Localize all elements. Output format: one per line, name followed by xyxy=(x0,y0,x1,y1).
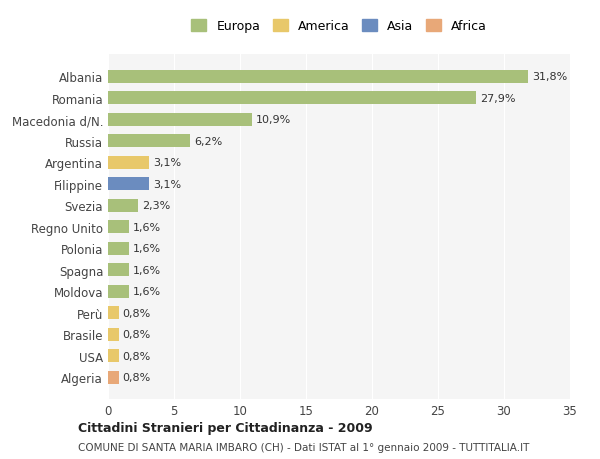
Text: 1,6%: 1,6% xyxy=(133,222,161,232)
Bar xyxy=(108,285,129,298)
Text: 31,8%: 31,8% xyxy=(532,72,567,82)
Text: 0,8%: 0,8% xyxy=(122,372,151,382)
Text: 6,2%: 6,2% xyxy=(194,136,222,146)
Bar xyxy=(108,242,129,255)
Bar xyxy=(108,349,119,362)
Bar xyxy=(108,157,149,169)
Text: COMUNE DI SANTA MARIA IMBARO (CH) - Dati ISTAT al 1° gennaio 2009 - TUTTITALIA.I: COMUNE DI SANTA MARIA IMBARO (CH) - Dati… xyxy=(78,442,529,452)
Text: 1,6%: 1,6% xyxy=(133,286,161,297)
Text: 1,6%: 1,6% xyxy=(133,265,161,275)
Bar xyxy=(108,113,252,127)
Text: 3,1%: 3,1% xyxy=(153,179,181,189)
Bar xyxy=(108,178,149,191)
Text: 27,9%: 27,9% xyxy=(480,94,516,104)
Bar xyxy=(108,221,129,234)
Text: 0,8%: 0,8% xyxy=(122,308,151,318)
Bar xyxy=(108,307,119,319)
Text: 0,8%: 0,8% xyxy=(122,330,151,339)
Bar xyxy=(108,199,139,212)
Bar xyxy=(108,328,119,341)
Bar xyxy=(108,92,476,105)
Text: 1,6%: 1,6% xyxy=(133,244,161,254)
Bar xyxy=(108,71,528,84)
Bar xyxy=(108,263,129,276)
Text: 2,3%: 2,3% xyxy=(142,201,170,211)
Bar xyxy=(108,135,190,148)
Text: 10,9%: 10,9% xyxy=(256,115,291,125)
Text: Cittadini Stranieri per Cittadinanza - 2009: Cittadini Stranieri per Cittadinanza - 2… xyxy=(78,421,373,434)
Text: 3,1%: 3,1% xyxy=(153,158,181,168)
Bar xyxy=(108,371,119,384)
Legend: Europa, America, Asia, Africa: Europa, America, Asia, Africa xyxy=(188,17,490,37)
Text: 0,8%: 0,8% xyxy=(122,351,151,361)
